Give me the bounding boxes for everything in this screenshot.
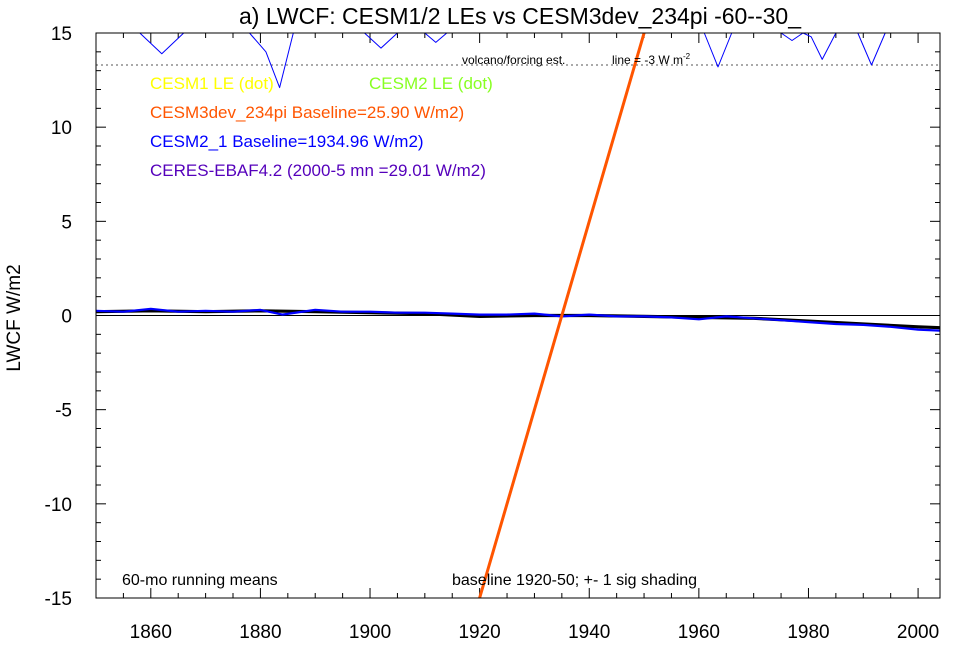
legend-entry-cesm3dev: CESM3dev_234pi Baseline=25.90 W/m2) xyxy=(150,103,464,122)
series-line-cesm2-1 xyxy=(95,307,941,332)
annotation-line-superscript: -2 xyxy=(683,52,691,61)
annotation-running-means: 60-mo running means xyxy=(122,572,278,589)
y-axis-label: LWCF W/m2 xyxy=(4,264,25,371)
x-tick-label: 1960 xyxy=(678,622,720,641)
chart-title: a) LWCF: CESM1/2 LEs vs CESM3dev_234pi -… xyxy=(239,3,802,29)
y-tick-label: -10 xyxy=(45,495,72,516)
annotation-line-text: line = -3 W m xyxy=(612,53,683,67)
annotation-line-value: line = -3 W m-2 xyxy=(612,52,691,67)
y-tick-label: 5 xyxy=(61,212,72,233)
legend-entry-cesm1-le: CESM1 LE (dot) xyxy=(150,74,274,93)
annotation-volcano-forcing: volcano/forcing est. xyxy=(462,53,565,67)
y-tick-label: -15 xyxy=(45,589,72,610)
plot-content: 1860 1880 1900 1920 1940 1960 1980 2000 15 10 5 0 -5… xyxy=(45,24,941,643)
x-tick-label: 1860 xyxy=(130,622,172,641)
y-tick-label: -5 xyxy=(55,401,72,422)
y-tick-label: 15 xyxy=(51,24,72,45)
annotation-baseline: baseline 1920-50; +- 1 sig shading xyxy=(452,572,697,589)
y-tick-label: 0 xyxy=(61,307,72,328)
x-tick-label: 1900 xyxy=(349,622,391,641)
plot-frame xyxy=(95,32,941,599)
x-tick-label: 2000 xyxy=(897,622,939,641)
legend-entry-ceres: CERES-EBAF4.2 (2000-5 mn =29.01 W/m2) xyxy=(150,161,486,180)
legend-entry-cesm2-1: CESM2_1 Baseline=1934.96 W/m2) xyxy=(150,132,424,151)
series-line-cesm3dev xyxy=(478,32,646,599)
x-tick-label: 1980 xyxy=(787,622,829,641)
y-tick-label: 10 xyxy=(51,118,72,139)
x-tick-label: 1940 xyxy=(568,622,610,641)
x-tick-label: 1880 xyxy=(239,622,281,641)
x-tick-label: 1920 xyxy=(458,622,500,641)
legend: CESM1 LE (dot) CESM2 LE (dot) CESM3dev_2… xyxy=(150,74,493,180)
legend-entry-cesm2-le: CESM2 LE (dot) xyxy=(369,74,493,93)
